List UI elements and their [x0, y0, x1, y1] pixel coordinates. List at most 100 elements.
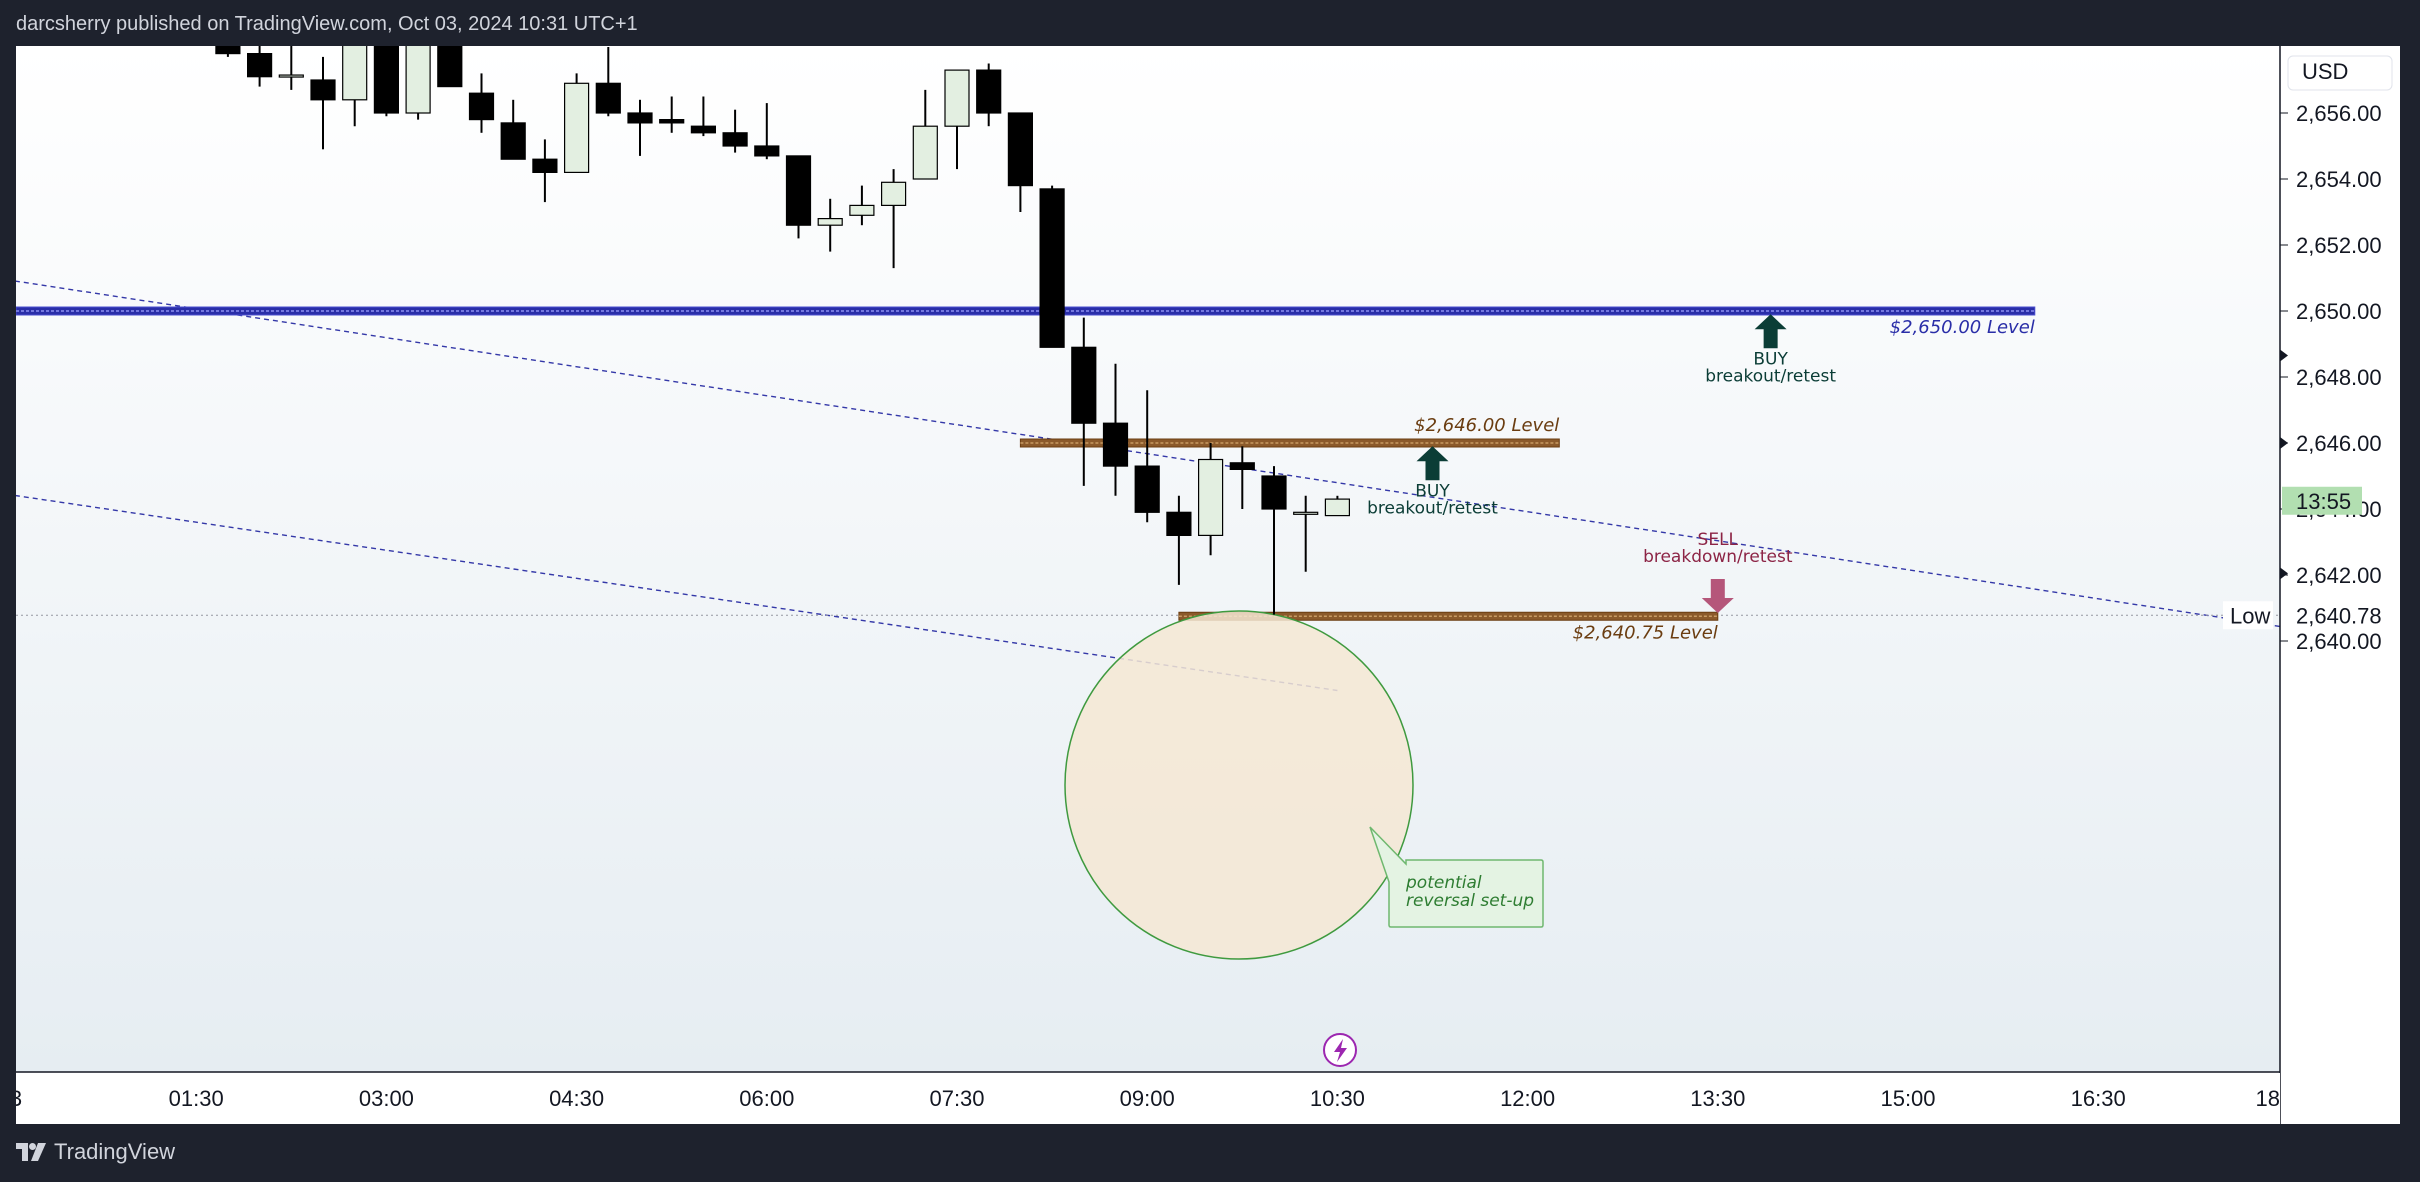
candle-body: [1102, 422, 1129, 467]
annotations: BUYbreakout/retestBUYbreakout/retestSELL…: [1323, 314, 1836, 1067]
candle-body: [1039, 188, 1065, 348]
candle-body: [1071, 346, 1097, 424]
sell-label-1: SELL: [1698, 530, 1739, 550]
publisher-bar: darcsherry published on TradingView.com,…: [0, 0, 2420, 46]
candle-body: [722, 132, 748, 147]
y-tick-label: 2,656.00: [2296, 101, 2382, 126]
reversal-note-2: reversal set-up: [1406, 891, 1534, 911]
level-2650-line: [16, 306, 2036, 316]
x-tick-label: 15:00: [1880, 1086, 1935, 1111]
level-2641-label: $2,640.75 Level: [1573, 622, 1718, 643]
price-marker-icon: [2280, 567, 2288, 580]
x-tick-label: 01:30: [169, 1086, 224, 1111]
x-tick-label: 03:00: [359, 1086, 414, 1111]
buy-arrow-mid-icon: [1416, 446, 1449, 481]
countdown-text: 13:55: [2296, 489, 2351, 514]
candle-body: [247, 52, 273, 78]
x-tick-label: 12:00: [1500, 1086, 1555, 1111]
x-tick-label: 06:00: [739, 1086, 794, 1111]
candle-body: [817, 218, 843, 226]
buy-mid-label-2: breakout/retest: [1367, 498, 1498, 518]
low-label: Low: [2230, 603, 2270, 628]
x-tick-label: 04:30: [549, 1086, 604, 1111]
candle-body: [1134, 465, 1160, 513]
candle-body: [627, 112, 653, 124]
lightning-glyph: [1334, 1039, 1347, 1062]
sell-arrow-icon: [1701, 578, 1734, 613]
buy-arrow-top-icon: [1754, 314, 1787, 349]
x-tick-label: 16:30: [2071, 1086, 2126, 1111]
low-value-bg: [2282, 601, 2394, 630]
countdown-badge: [2282, 486, 2362, 515]
price-scale[interactable]: [2280, 46, 2400, 1124]
x-tick-label: 13:30: [1690, 1086, 1745, 1111]
candle-body: [754, 145, 780, 157]
y-tick-label: 2,642.00: [2296, 563, 2382, 588]
reversal-note-1: potential: [1405, 873, 1482, 893]
time-scale[interactable]: [16, 1073, 2280, 1124]
time-axis-ticks: 3 01:30 03:00 04:30 06:00 07:30 09:00 10:30 12:0…: [16, 1086, 2280, 1111]
candle-body: [880, 181, 907, 207]
candle-body: [1261, 475, 1287, 510]
candle-body: [1007, 112, 1034, 187]
tradingview-logo-icon: [16, 1143, 46, 1161]
reversal-callout: [1369, 826, 1544, 928]
y-tick-label: 2,650.00: [2296, 299, 2382, 324]
y-tick-label: 2,654.00: [2296, 167, 2382, 192]
candle-body: [373, 46, 399, 114]
x-tick-label: 07:30: [929, 1086, 984, 1111]
candle-body: [944, 69, 970, 127]
buy-top-label-2: breakout/retest: [1705, 366, 1836, 386]
x-tick-label: 18: [2256, 1086, 2280, 1111]
candle-body: [310, 79, 336, 101]
candle-body: [1229, 462, 1255, 470]
buy-top-label-1: BUY: [1753, 349, 1788, 369]
candle-body: [532, 158, 558, 173]
candle-body: [690, 125, 717, 134]
candle-body: [215, 46, 241, 55]
levels: $2,650.00 Level $2,646.00 Level $2,640.75 …: [16, 306, 2280, 643]
low-value: 2,640.78: [2296, 603, 2382, 628]
level-2650-label: $2,650.00 Level: [1890, 317, 2035, 338]
chart-area[interactable]: $2,650.00 Level $2,646.00 Level $2,640.75 …: [16, 46, 2400, 1124]
candle-body: [563, 82, 590, 173]
candle-body: [849, 204, 875, 216]
candle-body: [468, 92, 495, 121]
tradingview-logo-text: TradingView: [54, 1139, 176, 1164]
price-axis-ticks: 2,656.00 2,654.00 2,652.00 2,650.00 2,648.00…: [2223, 101, 2394, 654]
candle-body: [1197, 458, 1224, 537]
y-tick-label: 2,648.00: [2296, 365, 2382, 390]
candle-body: [500, 122, 526, 160]
x-tick-label: 10:30: [1310, 1086, 1365, 1111]
sell-label-2: breakdown/retest: [1643, 547, 1793, 567]
candle-body: [1166, 511, 1192, 536]
y-tick-label: 2,640.00: [2296, 629, 2382, 654]
x-tick-label: 3: [16, 1086, 22, 1111]
publisher-line: darcsherry published on TradingView.com,…: [16, 13, 638, 35]
candle-body: [785, 155, 812, 226]
candle-body: [437, 46, 463, 88]
candle-body: [659, 118, 685, 124]
currency-label: USD: [2302, 59, 2348, 84]
footer-bar: TradingView: [0, 1124, 2420, 1182]
candle-body: [595, 82, 621, 114]
candle-body: [1293, 511, 1319, 515]
candle-body: [342, 46, 368, 101]
y-tick-label: 2,646.00: [2296, 431, 2382, 456]
reversal-highlight: [1064, 610, 1414, 960]
price-marker-icon: [2280, 437, 2288, 449]
candle-body: [1324, 498, 1351, 517]
low-label-bg: [2223, 601, 2273, 630]
reversal-circle: [1064, 610, 1414, 960]
buy-mid-label-1: BUY: [1415, 481, 1450, 501]
candles: [215, 46, 1351, 615]
candle-body: [405, 46, 431, 114]
tradingview-logo[interactable]: TradingView: [16, 1139, 175, 1165]
price-marker-icon: [2280, 349, 2288, 362]
candle-body: [912, 125, 938, 180]
candle-body: [278, 74, 304, 78]
chart-svg[interactable]: $2,650.00 Level $2,646.00 Level $2,640.75 …: [16, 46, 2400, 1124]
currency-button[interactable]: [2287, 55, 2393, 91]
y-tick-label: 2,652.00: [2296, 233, 2382, 258]
x-tick-label: 09:00: [1120, 1086, 1175, 1111]
